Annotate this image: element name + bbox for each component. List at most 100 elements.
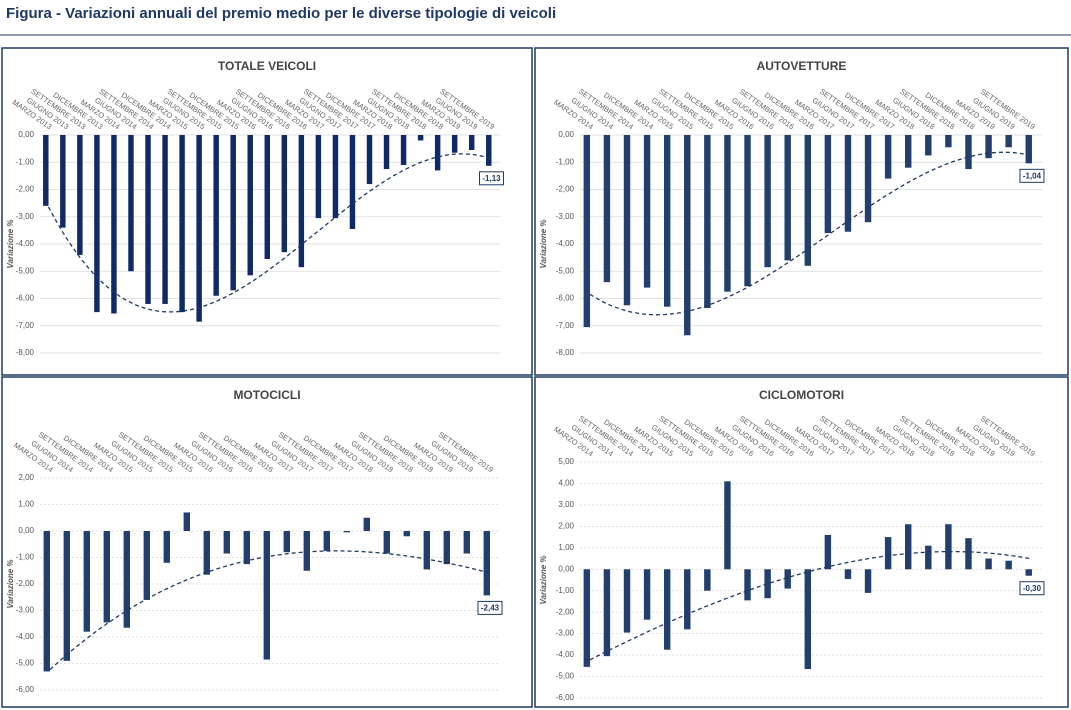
bar [63,531,70,661]
y-tick-label: -3,00 [556,212,575,221]
bar [483,531,490,596]
bar [965,538,972,570]
bar [83,531,90,632]
value-label: -1,04 [1023,171,1042,180]
bar [804,569,811,670]
bar [43,531,50,672]
bar [724,481,731,570]
y-axis-label: Variazione % [6,219,15,268]
value-label-box [477,600,503,615]
trend-line [589,550,1033,661]
bar [804,135,811,266]
panel-title: AUTOVETTURE [757,59,847,73]
bar [264,135,270,259]
y-tick-label: 0,00 [558,564,574,573]
bar [884,537,892,570]
bar [864,569,872,593]
bar [945,524,952,570]
y-tick-label: -7,00 [556,321,575,330]
bar [844,569,852,579]
bar [213,135,219,296]
bar [263,531,270,660]
bar [583,135,591,328]
y-tick-label: -2,00 [556,607,575,616]
bar [145,135,151,304]
y-tick-label: 0,00 [558,130,574,139]
panel-frame [534,376,1069,708]
bar [230,135,236,291]
bar [744,135,751,287]
y-tick-label: 4,00 [558,479,574,488]
y-tick-label: -5,00 [556,266,575,275]
bar [111,135,117,314]
y-tick-label: -4,00 [556,239,575,248]
bar [123,531,130,628]
y-tick-label: -4,00 [16,632,35,641]
bar [366,135,373,185]
panel-frame [1,47,533,376]
y-tick-label: -3,00 [556,629,575,638]
y-tick-label: -1,00 [556,586,575,595]
y-tick-label: -4,00 [556,650,575,659]
bar [925,135,932,156]
bar [1005,560,1012,570]
bar [864,135,872,223]
bar [985,558,992,570]
bar [243,531,250,565]
y-tick-label: 2,00 [558,521,574,530]
bar [1025,135,1032,164]
bar [663,135,671,307]
bar [704,569,711,591]
bar [434,135,441,171]
bar [223,531,230,554]
bar [663,569,671,650]
bar [303,531,310,571]
bar [103,531,110,623]
bar [143,531,150,600]
bar [281,135,288,253]
bar [623,135,631,306]
y-tick-label: -3,00 [16,606,35,615]
y-tick-label: -3,00 [16,212,35,221]
bar [905,135,912,168]
value-label-box [478,171,504,186]
bar [128,135,134,272]
bar [323,531,330,551]
bar [824,534,832,570]
bar [77,135,83,255]
bar [704,135,711,309]
bar [183,512,190,531]
y-tick-label: -2,00 [556,185,575,194]
y-tick-label: -6,00 [16,685,35,694]
y-axis-label: Variazione % [539,219,548,268]
bar [905,524,912,570]
bar [764,135,771,268]
value-label-box [1019,581,1045,596]
y-tick-label: -1,00 [16,553,35,562]
bar [684,569,691,630]
y-tick-label: 0,00 [18,130,34,139]
bar [162,135,168,304]
y-tick-label: -8,00 [16,348,35,357]
y-tick-label: -1,00 [16,157,35,166]
bar [784,135,791,261]
bar [363,517,370,531]
trend-line [589,151,1033,316]
bar [247,135,253,276]
bar [443,531,450,565]
y-tick-label: -5,00 [556,672,575,681]
bar [60,135,66,228]
bar [684,135,691,336]
bar [383,135,390,170]
y-tick-label: 2,00 [18,473,34,482]
bar [463,531,470,554]
bar [203,531,210,575]
bar [179,135,185,313]
bar [383,531,390,554]
bar [486,135,492,166]
bar [94,135,100,313]
bar [163,531,170,563]
panel-title: MOTOCICLI [233,388,300,402]
bar [884,135,892,179]
y-tick-label: -7,00 [16,321,35,330]
